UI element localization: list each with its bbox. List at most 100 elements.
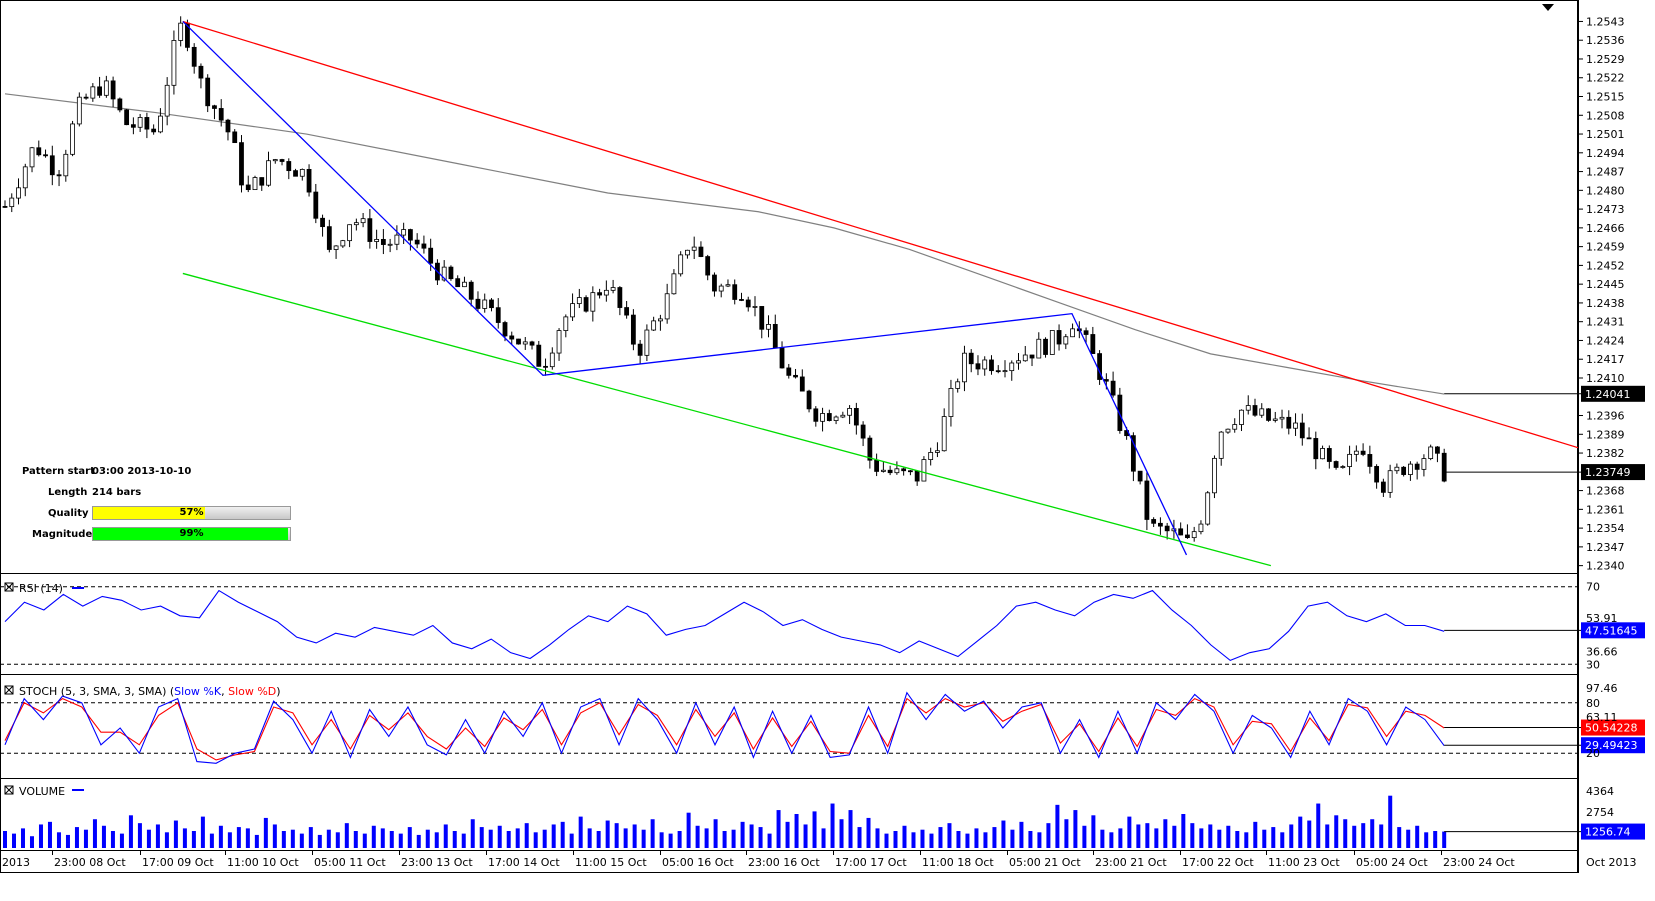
candle-body (259, 177, 265, 186)
candle-body (867, 437, 873, 461)
volume-bar (362, 833, 367, 848)
volume-bar (578, 816, 583, 848)
candle-body (130, 124, 136, 128)
candle-body (1421, 458, 1427, 470)
volume-bar (398, 833, 403, 848)
candle-body (995, 370, 1001, 373)
candle-body (617, 287, 623, 308)
candle-body (786, 367, 792, 376)
volume-bar (1172, 825, 1177, 848)
candle-body (1178, 528, 1184, 536)
volume-bar (65, 834, 70, 848)
x-tick-label: 11:00 15 Oct (575, 856, 647, 869)
candle-body (1049, 330, 1055, 355)
price-tick-label: 1.2473 (1586, 203, 1625, 216)
volume-bar (3, 831, 7, 848)
volume-close-icon[interactable] (4, 785, 14, 795)
candle-body (664, 293, 670, 320)
candle-body (1164, 525, 1170, 532)
quality-bar: 57% (92, 506, 291, 520)
candle-body (16, 187, 21, 199)
candle-body (1191, 531, 1197, 539)
candle-body (326, 226, 332, 250)
candle-body (691, 246, 697, 251)
rsi-line (4, 589, 1445, 662)
stoch-d-value-label-box (1581, 719, 1645, 736)
volume-bar (632, 824, 637, 848)
candle-body (502, 322, 508, 337)
candle-body (516, 338, 521, 345)
volume-bar (911, 832, 916, 848)
volume-bar (740, 821, 745, 848)
candle-body (658, 318, 663, 322)
candle-body (712, 274, 717, 292)
candle-body (989, 359, 994, 372)
candle-body (1320, 448, 1325, 460)
stoch-title-group: STOCH (5, 3, SMA, 3, SMA) (Slow %K, Slow… (4, 685, 281, 698)
rsi-close-icon[interactable] (4, 582, 14, 592)
volume-bar (1361, 823, 1366, 848)
candle-body (293, 170, 298, 177)
x-tick-label: 23:00 21 Oct (1095, 856, 1167, 869)
stoch-k-value-label-text: 29.49423 (1585, 739, 1638, 752)
candle-body (908, 470, 913, 473)
candle-body (840, 414, 846, 418)
price-tick-label: 1.2515 (1586, 91, 1625, 104)
quality-bar-fill (93, 507, 206, 519)
volume-bar (344, 823, 349, 848)
volume-bar (1208, 824, 1213, 848)
candle-body (387, 243, 393, 246)
candle-body (630, 314, 636, 345)
candle-body (685, 249, 690, 256)
price-tick-label: 1.2459 (1586, 241, 1625, 254)
candle-body (671, 273, 677, 295)
candle-body (1360, 450, 1366, 455)
volume-bar (479, 827, 484, 848)
candle-body (151, 128, 157, 133)
volume-bar (839, 819, 844, 848)
x-tick-label: 23:00 08 Oct (54, 856, 126, 869)
x-tick-label: 17:00 09 Oct (142, 856, 214, 869)
scroll-arrow-icon[interactable] (1542, 4, 1554, 11)
volume-bar (236, 827, 241, 848)
volume-bar (488, 829, 493, 848)
candle-body (1313, 438, 1319, 460)
volume-bar (1109, 832, 1114, 848)
volume-bar (686, 812, 691, 848)
price-tick-label: 1.2396 (1586, 410, 1625, 423)
x-tick-label: 11:00 23 Oct (1268, 856, 1340, 869)
volume-bar (1424, 832, 1429, 848)
candle-body (1245, 405, 1251, 411)
price-tick-label: 1.2543 (1586, 15, 1625, 28)
candle-body (347, 224, 352, 242)
volume-bar (218, 825, 223, 848)
volume-bar (173, 820, 178, 848)
candle-body (414, 239, 420, 245)
volume-bar (722, 831, 727, 848)
candle-body (421, 243, 427, 249)
candle-body (83, 96, 89, 99)
candle-body (853, 408, 859, 426)
candle-body (860, 424, 866, 439)
candle-body (1002, 370, 1008, 373)
volume-bar (326, 829, 331, 848)
candle-body (212, 105, 217, 109)
stoch-close-icon[interactable] (4, 685, 14, 695)
volume-bar (1253, 821, 1258, 848)
candle-body (847, 408, 852, 416)
price-tick-label: 1.2494 (1586, 147, 1625, 160)
volume-bar (452, 831, 457, 848)
x-tick-label: 17:00 22 Oct (1182, 856, 1254, 869)
volume-bar (1397, 827, 1402, 848)
candle-body (624, 307, 630, 316)
price-tick-label: 1.2347 (1586, 541, 1625, 554)
volume-bar (749, 824, 754, 848)
candle-body (90, 86, 96, 99)
candle-body (752, 306, 758, 308)
price-tick-label: 1.2452 (1586, 259, 1625, 272)
candle-body (448, 266, 454, 280)
candle-body (590, 292, 596, 312)
volume-bar (812, 811, 817, 848)
volume-bar (533, 832, 538, 848)
candle-body (833, 416, 839, 421)
